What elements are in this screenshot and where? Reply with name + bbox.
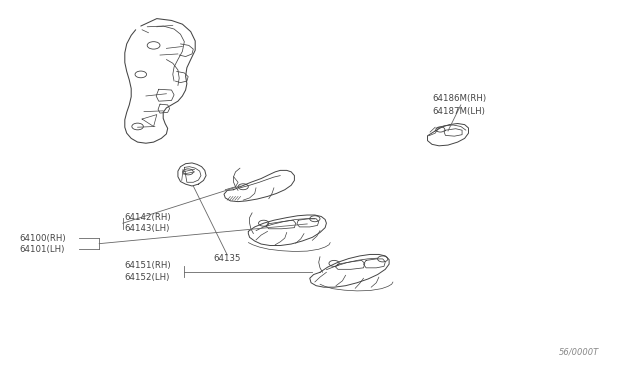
Text: 64135: 64135 bbox=[214, 254, 241, 263]
Text: 64187M(LH): 64187M(LH) bbox=[432, 107, 485, 116]
Text: 64186M(RH): 64186M(RH) bbox=[432, 94, 486, 103]
Text: 56/0000T: 56/0000T bbox=[559, 347, 599, 356]
Text: 64142(RH): 64142(RH) bbox=[125, 213, 172, 222]
Text: 64100(RH): 64100(RH) bbox=[19, 234, 66, 243]
Text: 64101(LH): 64101(LH) bbox=[19, 245, 65, 254]
Text: 64151(RH): 64151(RH) bbox=[125, 262, 172, 270]
Text: 64152(LH): 64152(LH) bbox=[125, 273, 170, 282]
Text: 64143(LH): 64143(LH) bbox=[125, 224, 170, 233]
